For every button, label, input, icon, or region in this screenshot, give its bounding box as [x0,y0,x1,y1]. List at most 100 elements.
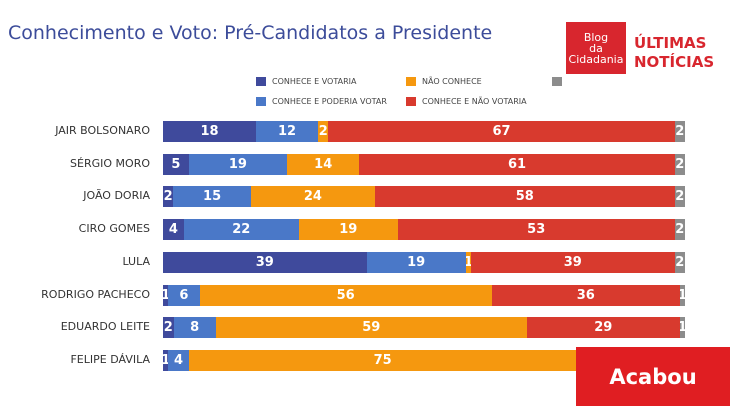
value-label: 53 [527,222,546,238]
bar-segment: 59 [215,317,527,339]
value-label: 4 [168,222,178,238]
value-label: 14 [314,156,333,172]
legend-item [552,77,568,86]
value-label: 2 [675,189,685,205]
value-label: 1 [679,287,685,303]
bar-segment: 39 [163,251,367,273]
legend-label: CONHECE E PODERIA VOTAR [272,97,387,106]
value-label: 75 [373,352,392,368]
bar-segment: 2 [674,186,685,208]
legend-item: CONHECE E NÃO VOTARIA [406,97,527,106]
bar-segment: 2 [674,251,685,273]
logo-line-2: da [589,41,603,55]
bar-segment: 8 [173,317,216,339]
value-label: 18 [200,124,219,139]
bar-segment: 22 [183,219,299,241]
legend-swatch [256,77,266,86]
category-label: FELIPE DÁVILA [70,352,150,366]
value-label: 39 [563,254,582,270]
value-label: 67 [492,124,511,139]
bar-segment: 19 [298,219,398,241]
bar-segment: 2 [318,121,329,142]
value-label: 2 [163,320,173,336]
value-label: 2 [675,222,685,238]
bar-segment: 14 [287,153,360,175]
bar-segment: 61 [359,153,675,175]
category-label: JOÃO DORIA [83,189,150,203]
value-label: 2 [675,124,685,139]
value-label: 59 [362,320,381,336]
badge-line-1: ÚLTIMAS [634,34,707,52]
bar-segment: 19 [188,153,288,175]
value-label: 6 [179,287,189,303]
value-label: 58 [515,189,534,205]
bar-segment: 1 [465,251,471,273]
value-label: 1 [465,254,471,270]
category-label: RODRIGO PACHECO [41,287,150,301]
bar-segment: 18 [163,121,257,142]
bar-segment: 56 [199,284,492,306]
bar-segment: 58 [374,186,675,208]
bar-segment: 15 [173,186,251,208]
value-label: 2 [675,156,685,172]
bar-segment: 4 [163,219,184,241]
value-label: 36 [576,287,595,303]
value-label: 22 [232,222,251,238]
bar-segment: 24 [250,186,375,208]
legend-swatch [256,97,266,106]
logo-line-1: Blog [583,30,609,44]
bar-segment: 53 [397,219,675,241]
bar-segment: 75 [188,349,577,371]
bar-segment: 36 [491,284,680,306]
bar-segment: 2 [674,219,685,241]
value-label: 2 [675,254,685,270]
value-label: 12 [277,124,297,139]
category-label: LULA [122,254,150,268]
value-label: 2 [163,189,173,205]
bar-segment: 1 [679,317,685,339]
value-label: 1 [679,320,685,336]
acabou-button[interactable]: Acabou [576,347,730,406]
bar-segment: 6 [168,284,200,306]
legend-item: NÃO CONHECE [406,77,482,86]
bar-segment: 1 [163,349,169,371]
value-label: 61 [507,156,527,172]
value-label: 39 [255,254,274,270]
bar-segment: 2 [674,153,685,175]
category-label: EDUARDO LEITE [60,320,150,334]
blog-da-cidadania-logo: Blog da Cidadania [566,22,626,74]
value-label: 1 [163,287,169,303]
value-label: 56 [336,287,355,303]
value-label: 5 [171,156,181,172]
legend-item: CONHECE E VOTARIA [256,77,356,86]
legend-label: NÃO CONHECE [422,77,482,86]
bar-segment: 12 [256,121,319,142]
logo-line-3: Cidadania [568,52,624,66]
value-label: 29 [594,320,613,336]
value-label: 19 [339,222,358,238]
value-label: 24 [303,189,322,205]
bar-segment: 39 [470,251,675,273]
chart-title: Conhecimento e Voto: Pré-Candidatos a Pr… [8,22,493,44]
bar-segment: 29 [526,317,680,339]
badge-line-2: NOTÍCIAS [634,53,715,71]
bar-segment: 2 [163,186,174,208]
legend-swatch [552,77,562,86]
bar-segment: 2 [674,121,685,142]
value-label: 19 [407,254,426,270]
bar-segment: 1 [679,284,685,306]
legend-swatch [406,97,416,106]
category-label: CIRO GOMES [78,222,150,236]
legend-item: CONHECE E PODERIA VOTAR [256,97,387,106]
bar-segment: 2 [163,317,174,339]
legend-label: CONHECE E VOTARIA [272,77,357,86]
legend-swatch [406,77,416,86]
ultimas-noticias-badge: ÚLTIMAS NOTÍCIAS [634,34,714,72]
value-label: 19 [228,156,247,172]
value-label: 1 [163,352,169,368]
value-label: 4 [173,352,184,368]
bar-segment: 67 [328,121,675,142]
bar-segment: 19 [366,251,466,273]
value-label: 8 [190,320,200,336]
value-label: 15 [203,189,222,205]
